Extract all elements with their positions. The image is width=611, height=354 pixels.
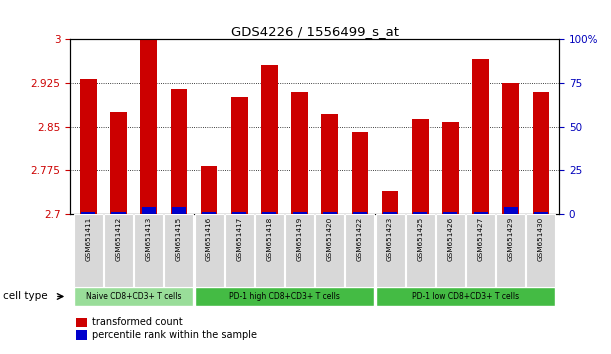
Bar xyxy=(351,132,368,214)
Bar xyxy=(232,212,246,214)
Bar xyxy=(261,65,278,214)
Bar xyxy=(527,214,555,287)
Bar xyxy=(383,212,397,214)
Bar xyxy=(194,214,224,287)
Text: GSM651423: GSM651423 xyxy=(387,216,393,261)
Bar xyxy=(353,212,367,214)
Bar xyxy=(111,212,126,214)
Text: transformed count: transformed count xyxy=(92,318,183,327)
Bar xyxy=(142,207,156,214)
Bar xyxy=(194,287,375,306)
Text: GSM651430: GSM651430 xyxy=(538,216,544,261)
Bar xyxy=(406,214,435,287)
Text: GSM651416: GSM651416 xyxy=(206,216,212,261)
Text: GSM651429: GSM651429 xyxy=(508,216,514,261)
Text: percentile rank within the sample: percentile rank within the sample xyxy=(92,330,257,340)
Bar xyxy=(376,214,404,287)
Bar xyxy=(293,212,307,214)
Bar xyxy=(436,214,465,287)
Text: GSM651417: GSM651417 xyxy=(236,216,242,261)
Bar xyxy=(376,287,555,306)
Text: GSM651425: GSM651425 xyxy=(417,216,423,261)
Bar xyxy=(291,92,308,214)
Bar xyxy=(474,212,488,214)
Text: PD-1 high CD8+CD3+ T cells: PD-1 high CD8+CD3+ T cells xyxy=(229,292,340,301)
Title: GDS4226 / 1556499_s_at: GDS4226 / 1556499_s_at xyxy=(231,25,398,38)
Bar xyxy=(231,97,247,214)
Text: GSM651422: GSM651422 xyxy=(357,216,363,261)
Bar xyxy=(202,212,216,214)
Bar xyxy=(80,79,97,214)
Bar xyxy=(382,191,398,214)
Bar xyxy=(345,214,375,287)
Text: GSM651419: GSM651419 xyxy=(296,216,302,261)
Bar xyxy=(444,212,458,214)
Text: cell type: cell type xyxy=(3,291,48,302)
Bar xyxy=(104,214,133,287)
Bar xyxy=(110,112,127,214)
Bar xyxy=(285,214,314,287)
Bar xyxy=(76,318,87,327)
Bar xyxy=(225,214,254,287)
Bar xyxy=(262,212,276,214)
Bar xyxy=(81,212,95,214)
Text: Naive CD8+CD3+ T cells: Naive CD8+CD3+ T cells xyxy=(86,292,181,301)
Text: GSM651426: GSM651426 xyxy=(447,216,453,261)
Bar xyxy=(503,207,518,214)
Bar xyxy=(323,212,337,214)
Bar xyxy=(76,330,87,340)
Bar xyxy=(321,114,338,214)
Text: GSM651418: GSM651418 xyxy=(266,216,273,261)
Bar xyxy=(201,166,218,214)
Bar xyxy=(170,88,187,214)
Bar xyxy=(496,214,525,287)
Bar xyxy=(466,214,495,287)
Text: GSM651427: GSM651427 xyxy=(478,216,484,261)
Bar xyxy=(534,212,548,214)
Bar xyxy=(315,214,344,287)
Bar xyxy=(413,212,427,214)
Text: PD-1 low CD8+CD3+ T cells: PD-1 low CD8+CD3+ T cells xyxy=(412,292,519,301)
Bar xyxy=(134,214,163,287)
Bar xyxy=(141,39,157,214)
Bar xyxy=(502,83,519,214)
Bar xyxy=(472,59,489,214)
Bar xyxy=(533,92,549,214)
Bar xyxy=(255,214,284,287)
Bar xyxy=(74,214,103,287)
Text: GSM651420: GSM651420 xyxy=(327,216,333,261)
Bar xyxy=(164,214,193,287)
Bar xyxy=(442,122,459,214)
Bar xyxy=(172,207,186,214)
Bar xyxy=(412,119,428,214)
Text: GSM651415: GSM651415 xyxy=(176,216,182,261)
Bar xyxy=(74,287,193,306)
Text: GSM651412: GSM651412 xyxy=(115,216,122,261)
Text: GSM651413: GSM651413 xyxy=(145,216,152,261)
Text: GSM651411: GSM651411 xyxy=(86,216,92,261)
